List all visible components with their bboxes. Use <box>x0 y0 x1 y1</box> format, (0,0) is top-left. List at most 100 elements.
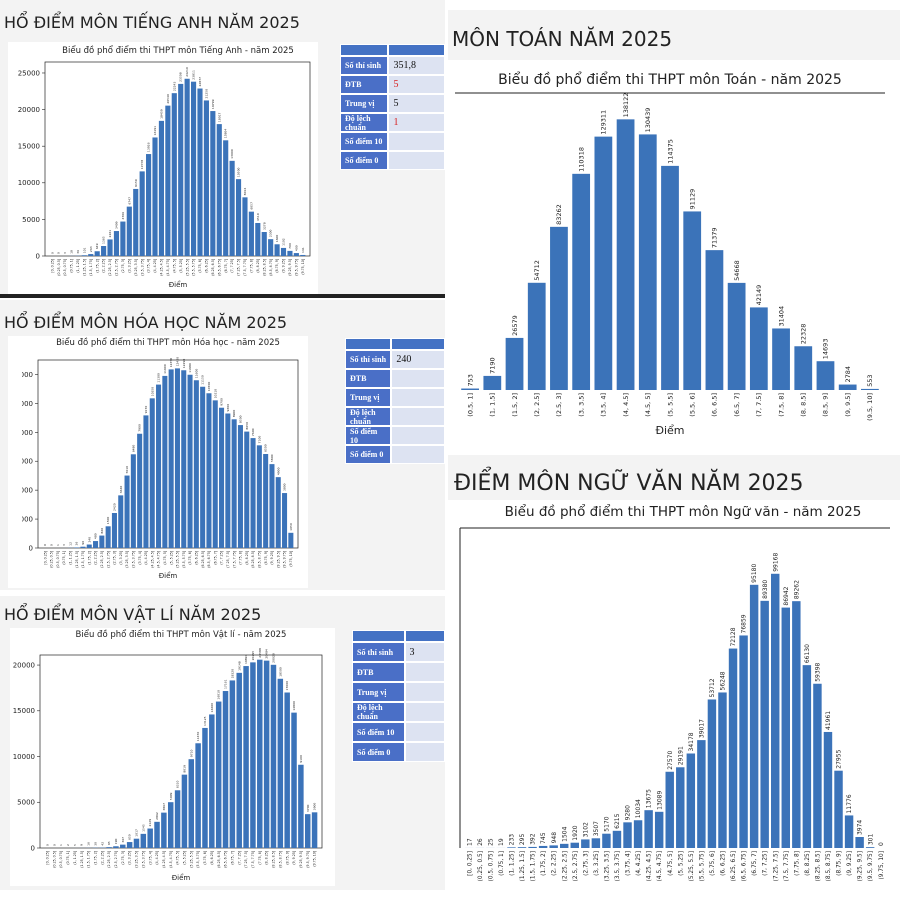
x-tick-label: (1.75, 2] <box>87 551 91 565</box>
value-label: 27570 <box>667 750 674 769</box>
header-cell <box>352 630 405 642</box>
x-tick-label: (7.75, 8] <box>258 851 262 865</box>
value-label: 23811 <box>192 70 196 80</box>
x-tick-label: (2, 2.25] <box>100 851 104 865</box>
value-label: 3867 <box>162 803 166 811</box>
bar <box>184 78 190 256</box>
bar <box>528 846 537 848</box>
x-tick-label: (2.5, 2.75] <box>573 851 579 881</box>
x-tick-label: (0.25, 0.5] <box>52 851 56 868</box>
x-tick-label: (1.5, 1.75] <box>89 259 93 276</box>
x-tick-label: (4, 4.25] <box>155 851 159 865</box>
bar <box>88 254 94 256</box>
x-tick-label: (5.5, 5.75] <box>699 851 705 881</box>
value-label: 3900 <box>313 803 317 811</box>
value-label: 4510 <box>256 213 260 221</box>
bar <box>190 81 197 256</box>
x-tick-label: (5.5, 6] <box>688 393 696 417</box>
value-label: 12 <box>68 542 72 546</box>
row-label: ĐTB <box>345 369 392 388</box>
row-label: Số điểm 10 <box>352 722 405 742</box>
x-tick-label: (9.25, 9.5] <box>288 259 292 276</box>
bar <box>212 400 218 548</box>
bar <box>284 692 290 848</box>
value-label: 190 <box>114 838 118 844</box>
x-tick-label: [0, 0.25] <box>46 851 50 865</box>
x-tick-label: (1, 1.5] <box>489 393 497 417</box>
value-label: 83262 <box>555 204 563 225</box>
row-value: 3 <box>404 642 445 662</box>
x-tick-label: (3.5, 3.75] <box>141 851 145 868</box>
value-label: 18459 <box>159 109 163 119</box>
bar <box>118 495 124 548</box>
x-tick-label: (9, 9.25] <box>270 551 274 565</box>
x-tick-label: (6, 6.25] <box>194 551 198 565</box>
value-label: 553 <box>866 374 874 386</box>
heading: MÔN TOÁN NĂM 2025 <box>452 27 672 51</box>
bar <box>106 847 112 848</box>
bar <box>229 680 236 848</box>
value-label: 17161 <box>224 679 228 689</box>
bar <box>215 701 222 848</box>
value-label: 90 <box>81 541 85 545</box>
bar <box>291 712 297 848</box>
value-label: 392 <box>530 833 537 845</box>
x-tick-label: (3.25, 3.5] <box>125 551 129 568</box>
value-label: 8500 <box>239 415 243 423</box>
y-tick-label: 5000 <box>22 216 40 224</box>
value-label: 3640 <box>119 486 123 494</box>
x-tick-label: (8.75, 9] <box>837 851 843 876</box>
bar <box>760 600 769 848</box>
bar <box>229 160 235 256</box>
x-tick-label: (1.5, 1.75] <box>87 851 91 868</box>
bar <box>113 231 120 256</box>
x-axis-label: Điểm <box>172 873 191 882</box>
bar <box>235 179 242 256</box>
value-label: 22243 <box>172 82 176 92</box>
bar <box>676 767 685 848</box>
x-tick-label: (9.75, 10] <box>313 851 317 867</box>
value-label: 95180 <box>751 564 758 583</box>
bar <box>274 244 280 256</box>
bar <box>728 648 738 848</box>
x-tick-label: (7, 7.25] <box>220 551 224 565</box>
y-tick-label: 5000 <box>17 799 35 807</box>
value-label: 0 <box>43 544 47 546</box>
table-row: Số thí sinh 351,8 <box>340 56 445 75</box>
x-tick-label: (6.25, 6.5] <box>731 851 737 881</box>
x-tick-label: (9.75, 10] <box>879 851 885 880</box>
row-label: Số điểm 0 <box>340 151 389 170</box>
bar <box>293 253 299 256</box>
x-tick-label: (1.5, 2] <box>511 393 519 417</box>
x-tick-label: (9, 9.25] <box>292 851 296 865</box>
x-tick-label: (0.75, 1] <box>499 851 505 876</box>
bar <box>823 731 833 848</box>
value-label: 5 <box>73 844 77 846</box>
value-label: 9280 <box>625 805 632 820</box>
value-label: 0 <box>57 252 61 254</box>
bar <box>200 386 206 548</box>
bar <box>165 105 171 256</box>
row-label: Số điểm 10 <box>340 132 389 151</box>
bar <box>304 814 311 848</box>
row-label: Số điểm 0 <box>352 742 405 762</box>
value-label: 1365 <box>102 236 106 244</box>
value-label: 18017 <box>217 112 221 122</box>
x-tick-label: (6.5, 6.75] <box>207 551 211 568</box>
value-label: 0 <box>50 544 54 546</box>
x-tick-label: (9.5, 9.75] <box>294 259 298 276</box>
value-label: 6310 <box>176 781 180 789</box>
x-tick-label: (3.5, 3.75] <box>615 851 621 881</box>
bar <box>149 398 155 548</box>
x-tick-label: (6.25, 6.5] <box>211 259 215 276</box>
value-label: 7190 <box>489 357 497 374</box>
bar <box>237 425 243 548</box>
value-label: 6215 <box>614 813 621 828</box>
value-label: 30 <box>93 842 97 846</box>
bar <box>263 660 270 848</box>
bar <box>174 790 181 848</box>
x-tick-label: (5.5, 5.75] <box>182 551 186 568</box>
value-label: 10350 <box>150 387 154 397</box>
bar <box>560 843 569 848</box>
value-label: 14800 <box>292 701 296 711</box>
